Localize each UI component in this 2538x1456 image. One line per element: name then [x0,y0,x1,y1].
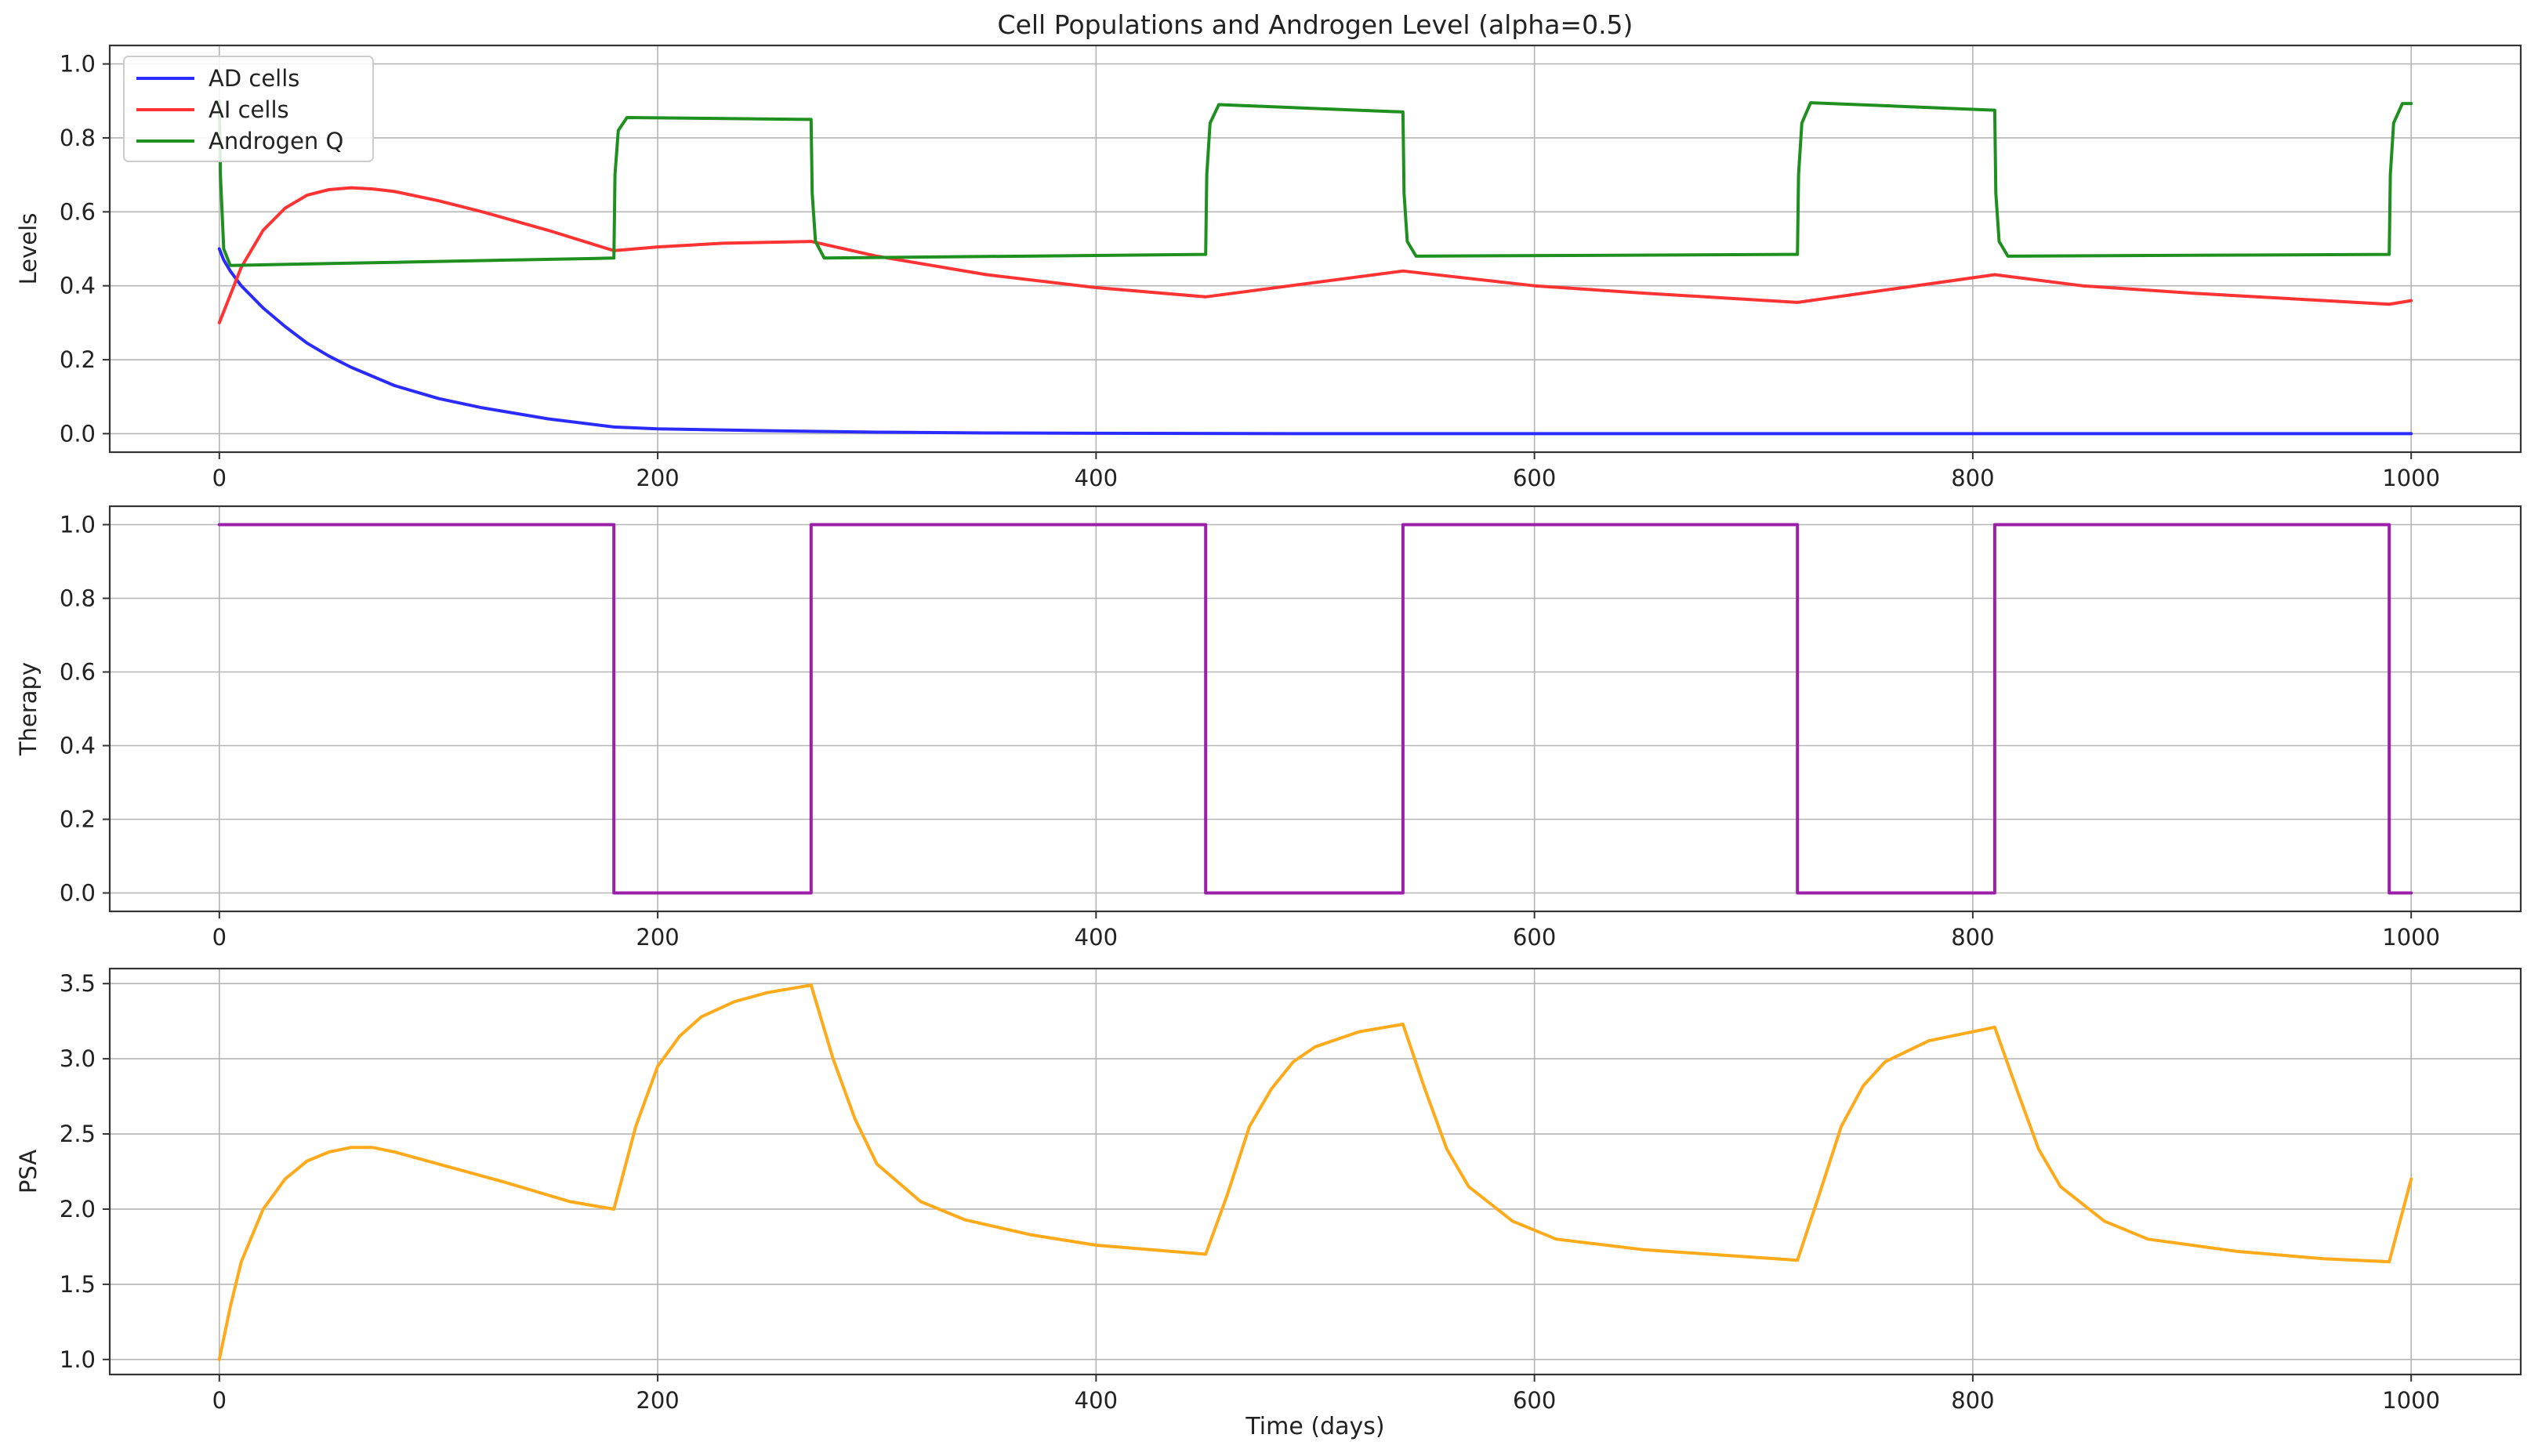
y-tick-label: 0.8 [60,585,96,612]
y-tick-label: 0.0 [60,420,96,447]
y-tick-label: 2.0 [60,1196,96,1222]
x-tick-label: 0 [212,924,227,951]
y-tick-label: 0.6 [60,659,96,686]
x-tick-label: 200 [636,1387,679,1414]
subplot-panels: 0 200 400 600 800 1000 0.0 0.2 0.4 0.6 0.8 1.0 Level… [15,44,2522,1414]
y-tick-label: 0.0 [60,880,96,907]
subplot-2: 0 200 400 600 800 1000 0.0 0.2 0.4 0.6 0.8 1.0 Thera… [15,505,2522,951]
legend-entry-label: AD cells [208,65,299,92]
x-axis-label: Time (days) [1245,1413,1384,1440]
x-tick-label: 600 [1513,924,1556,951]
y-tick-label: 1.0 [60,1346,96,1373]
y-tick-label: 3.0 [60,1045,96,1072]
y-tick-label: 3.5 [60,970,96,997]
y-axis-label: PSA [15,1150,42,1193]
x-tick-label: 400 [1075,465,1118,491]
x-tick-label: 0 [212,1387,227,1414]
x-tick-label: 0 [212,465,227,491]
x-tick-label: 400 [1075,1387,1118,1414]
subplot-1: 0 200 400 600 800 1000 0.0 0.2 0.4 0.6 0.8 1.0 Level… [15,44,2522,491]
y-tick-label: 0.2 [60,806,96,833]
series-line-panel-2 [217,523,2413,895]
x-tick-label: 800 [1951,924,1994,951]
x-tick-label: 200 [636,924,679,951]
legend-entry-label: AI cells [208,96,289,123]
x-tick-label: 600 [1513,465,1556,491]
y-tick-label: 1.0 [60,512,96,538]
y-axis-label: Levels [15,213,42,285]
x-tick-label: 1000 [2382,465,2440,491]
series-line-ad-cells [217,247,2413,436]
x-tick-label: 1000 [2382,924,2440,951]
x-tick-label: 400 [1075,924,1118,951]
legend-box [123,56,374,162]
x-tick-label: 200 [636,465,679,491]
subplot-3: 0 200 400 600 800 1000 1.0 1.5 2.0 2.5 3.0 3.5 PSA [15,967,2522,1414]
axes-frame [108,505,2522,913]
y-tick-label: 0.2 [60,346,96,373]
y-tick-label: 1.0 [60,51,96,78]
legend: AD cells AI cells Androgen Q [123,56,374,162]
y-tick-label: 0.8 [60,125,96,151]
y-tick-label: 0.4 [60,273,96,299]
y-tick-label: 1.5 [60,1271,96,1298]
axes-frame [108,967,2522,1376]
series-line-androgen-q [217,99,2413,267]
y-tick-label: 0.4 [60,733,96,759]
series-line-panel-3 [217,983,2413,1361]
x-tick-label: 600 [1513,1387,1556,1414]
x-tick-label: 1000 [2382,1387,2440,1414]
axes-frame [108,44,2522,454]
figure-title: Cell Populations and Androgen Level (alp… [998,9,1633,40]
x-tick-label: 800 [1951,465,1994,491]
y-axis-label: Therapy [15,662,42,756]
x-tick-label: 800 [1951,1387,1994,1414]
y-tick-label: 0.6 [60,198,96,225]
legend-entry-label: Androgen Q [208,128,343,154]
series-line-ai-cells [217,186,2413,324]
y-tick-label: 2.5 [60,1121,96,1147]
